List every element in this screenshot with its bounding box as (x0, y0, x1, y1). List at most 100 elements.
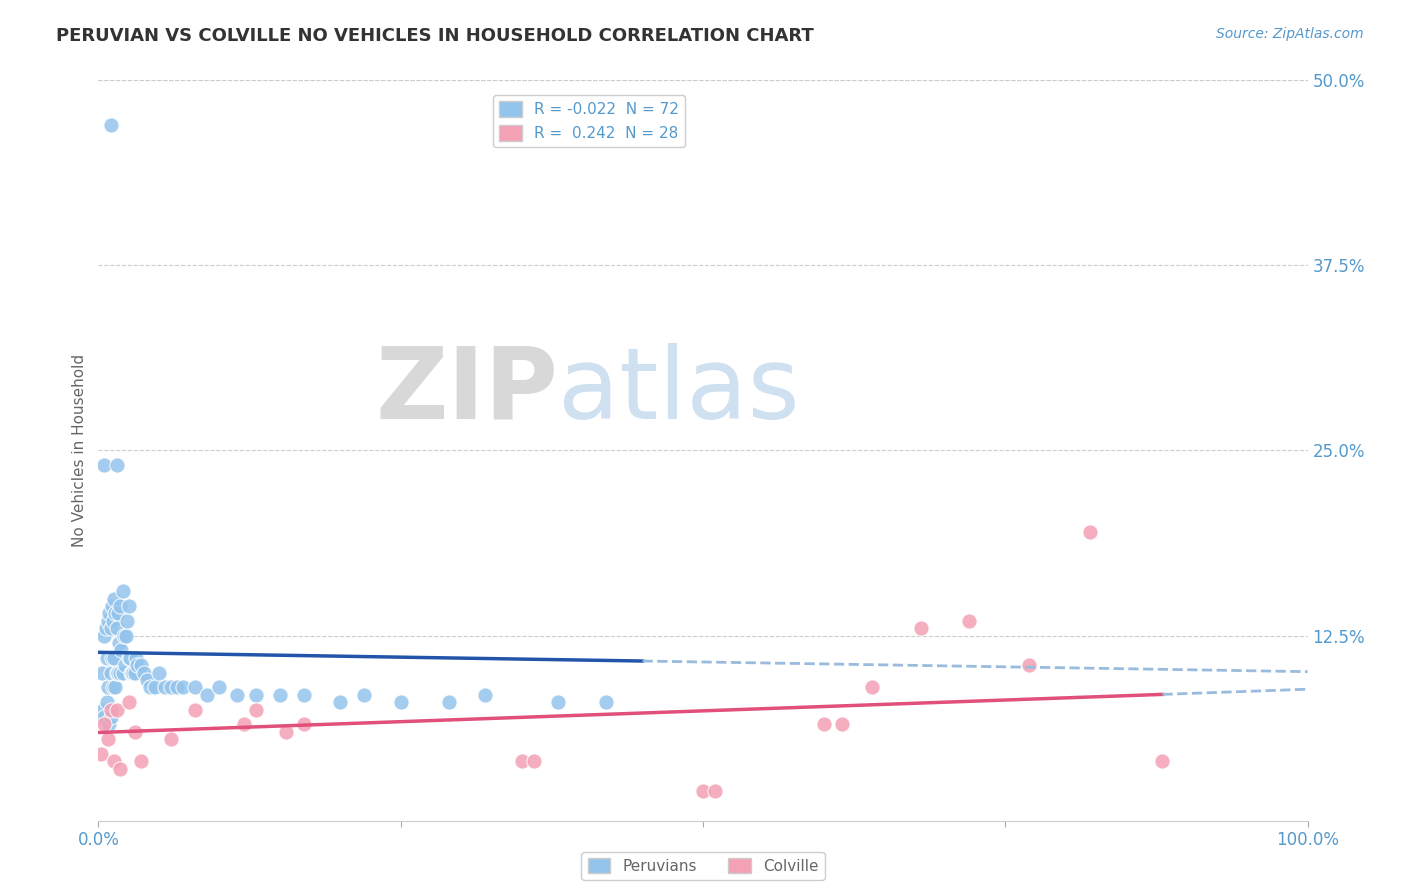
Point (160, 681, 183, 695)
Point (232, 717, 254, 731)
Point (160, 732, 183, 747)
Point (115, 628, 138, 642)
Point (957, 614, 980, 628)
Point (127, 658, 149, 673)
Point (111, 584, 134, 599)
Point (104, 607, 127, 621)
Point (329, 695, 352, 709)
Point (510, 755, 533, 769)
Point (93, 710, 115, 724)
Point (195, 688, 218, 702)
Point (124, 665, 146, 680)
Point (118, 650, 141, 665)
Point (105, 665, 128, 680)
Point (91, 703, 114, 717)
Point (90, 747, 112, 761)
Point (135, 673, 157, 687)
Y-axis label: No Vehicles in Household: No Vehicles in Household (72, 354, 87, 547)
Point (813, 717, 835, 731)
Point (97, 681, 120, 695)
Point (125, 650, 148, 665)
Point (1018, 658, 1040, 673)
Point (353, 688, 375, 702)
Point (118, 650, 141, 665)
Point (129, 755, 152, 769)
Point (91, 665, 114, 680)
Point (122, 665, 145, 680)
Point (100, 665, 122, 680)
Point (111, 665, 134, 680)
Point (292, 688, 315, 702)
Point (292, 717, 315, 731)
Point (103, 591, 125, 606)
Text: ZIP: ZIP (375, 343, 558, 440)
Point (184, 681, 207, 695)
Point (100, 703, 122, 717)
Point (692, 784, 714, 798)
Point (98, 607, 121, 621)
Point (245, 688, 267, 702)
Point (121, 665, 143, 680)
Point (274, 724, 297, 739)
Point (389, 695, 412, 709)
Point (547, 695, 569, 709)
Point (1078, 524, 1101, 539)
Text: PERUVIAN VS COLVILLE NO VEHICLES IN HOUSEHOLD CORRELATION CHART: PERUVIAN VS COLVILLE NO VEHICLES IN HOUS… (56, 27, 814, 45)
Point (910, 621, 932, 635)
Point (124, 724, 146, 739)
Point (103, 650, 125, 665)
Point (523, 755, 546, 769)
Point (100, 118, 122, 132)
Point (108, 762, 131, 776)
Point (114, 658, 136, 673)
Point (110, 643, 132, 657)
Legend: R = -0.022  N = 72, R =  0.242  N = 28: R = -0.022 N = 72, R = 0.242 N = 28 (494, 95, 685, 147)
Point (96, 695, 118, 709)
Text: Source: ZipAtlas.com: Source: ZipAtlas.com (1216, 27, 1364, 41)
Point (107, 607, 129, 621)
Point (153, 681, 176, 695)
Point (100, 599, 122, 613)
Point (93, 458, 115, 473)
Point (100, 710, 122, 724)
Point (120, 665, 142, 680)
Text: atlas: atlas (558, 343, 800, 440)
Point (184, 703, 207, 717)
Point (108, 665, 131, 680)
Point (108, 636, 131, 650)
Point (704, 784, 727, 798)
Point (226, 688, 249, 702)
Point (118, 695, 141, 709)
Legend: Peruvians, Colville: Peruvians, Colville (582, 852, 824, 880)
Point (134, 665, 156, 680)
Point (103, 755, 125, 769)
Point (105, 621, 128, 635)
Point (107, 665, 129, 680)
Point (98, 717, 121, 731)
Point (129, 658, 152, 673)
Point (831, 717, 853, 731)
Point (100, 650, 122, 665)
Point (93, 628, 115, 642)
Point (104, 681, 127, 695)
Point (108, 599, 131, 613)
Point (101, 614, 124, 628)
Point (148, 665, 170, 680)
Point (97, 614, 120, 628)
Point (118, 599, 141, 613)
Point (112, 628, 135, 642)
Point (474, 688, 496, 702)
Point (105, 458, 128, 473)
Point (105, 703, 128, 717)
Point (96, 650, 118, 665)
Point (860, 681, 883, 695)
Point (139, 681, 162, 695)
Point (94, 621, 117, 635)
Point (97, 732, 120, 747)
Point (437, 695, 460, 709)
Point (172, 681, 194, 695)
Point (269, 688, 291, 702)
Point (117, 614, 139, 628)
Point (595, 695, 617, 709)
Point (100, 621, 122, 635)
